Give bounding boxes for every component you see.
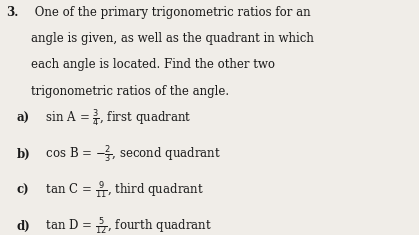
Text: angle is given, as well as the quadrant in which: angle is given, as well as the quadrant … — [31, 32, 314, 45]
Text: each angle is located. Find the other two: each angle is located. Find the other tw… — [31, 58, 275, 71]
Text: a): a) — [17, 112, 30, 125]
Text: c): c) — [17, 184, 29, 197]
Text: b): b) — [17, 148, 31, 161]
Text: One of the primary trigonometric ratios for an: One of the primary trigonometric ratios … — [31, 6, 311, 19]
Text: trigonometric ratios of the angle.: trigonometric ratios of the angle. — [31, 85, 230, 98]
Text: tan C = $\frac{9}{11}$, third quadrant: tan C = $\frac{9}{11}$, third quadrant — [42, 180, 204, 201]
Text: sin A = $\frac{3}{4}$, first quadrant: sin A = $\frac{3}{4}$, first quadrant — [42, 108, 191, 129]
Text: 3.: 3. — [6, 6, 19, 19]
Text: d): d) — [17, 220, 31, 233]
Text: tan D = $\frac{5}{12}$, fourth quadrant: tan D = $\frac{5}{12}$, fourth quadrant — [42, 215, 212, 235]
Text: cos B = $-\frac{2}{3}$, second quadrant: cos B = $-\frac{2}{3}$, second quadrant — [42, 144, 221, 165]
